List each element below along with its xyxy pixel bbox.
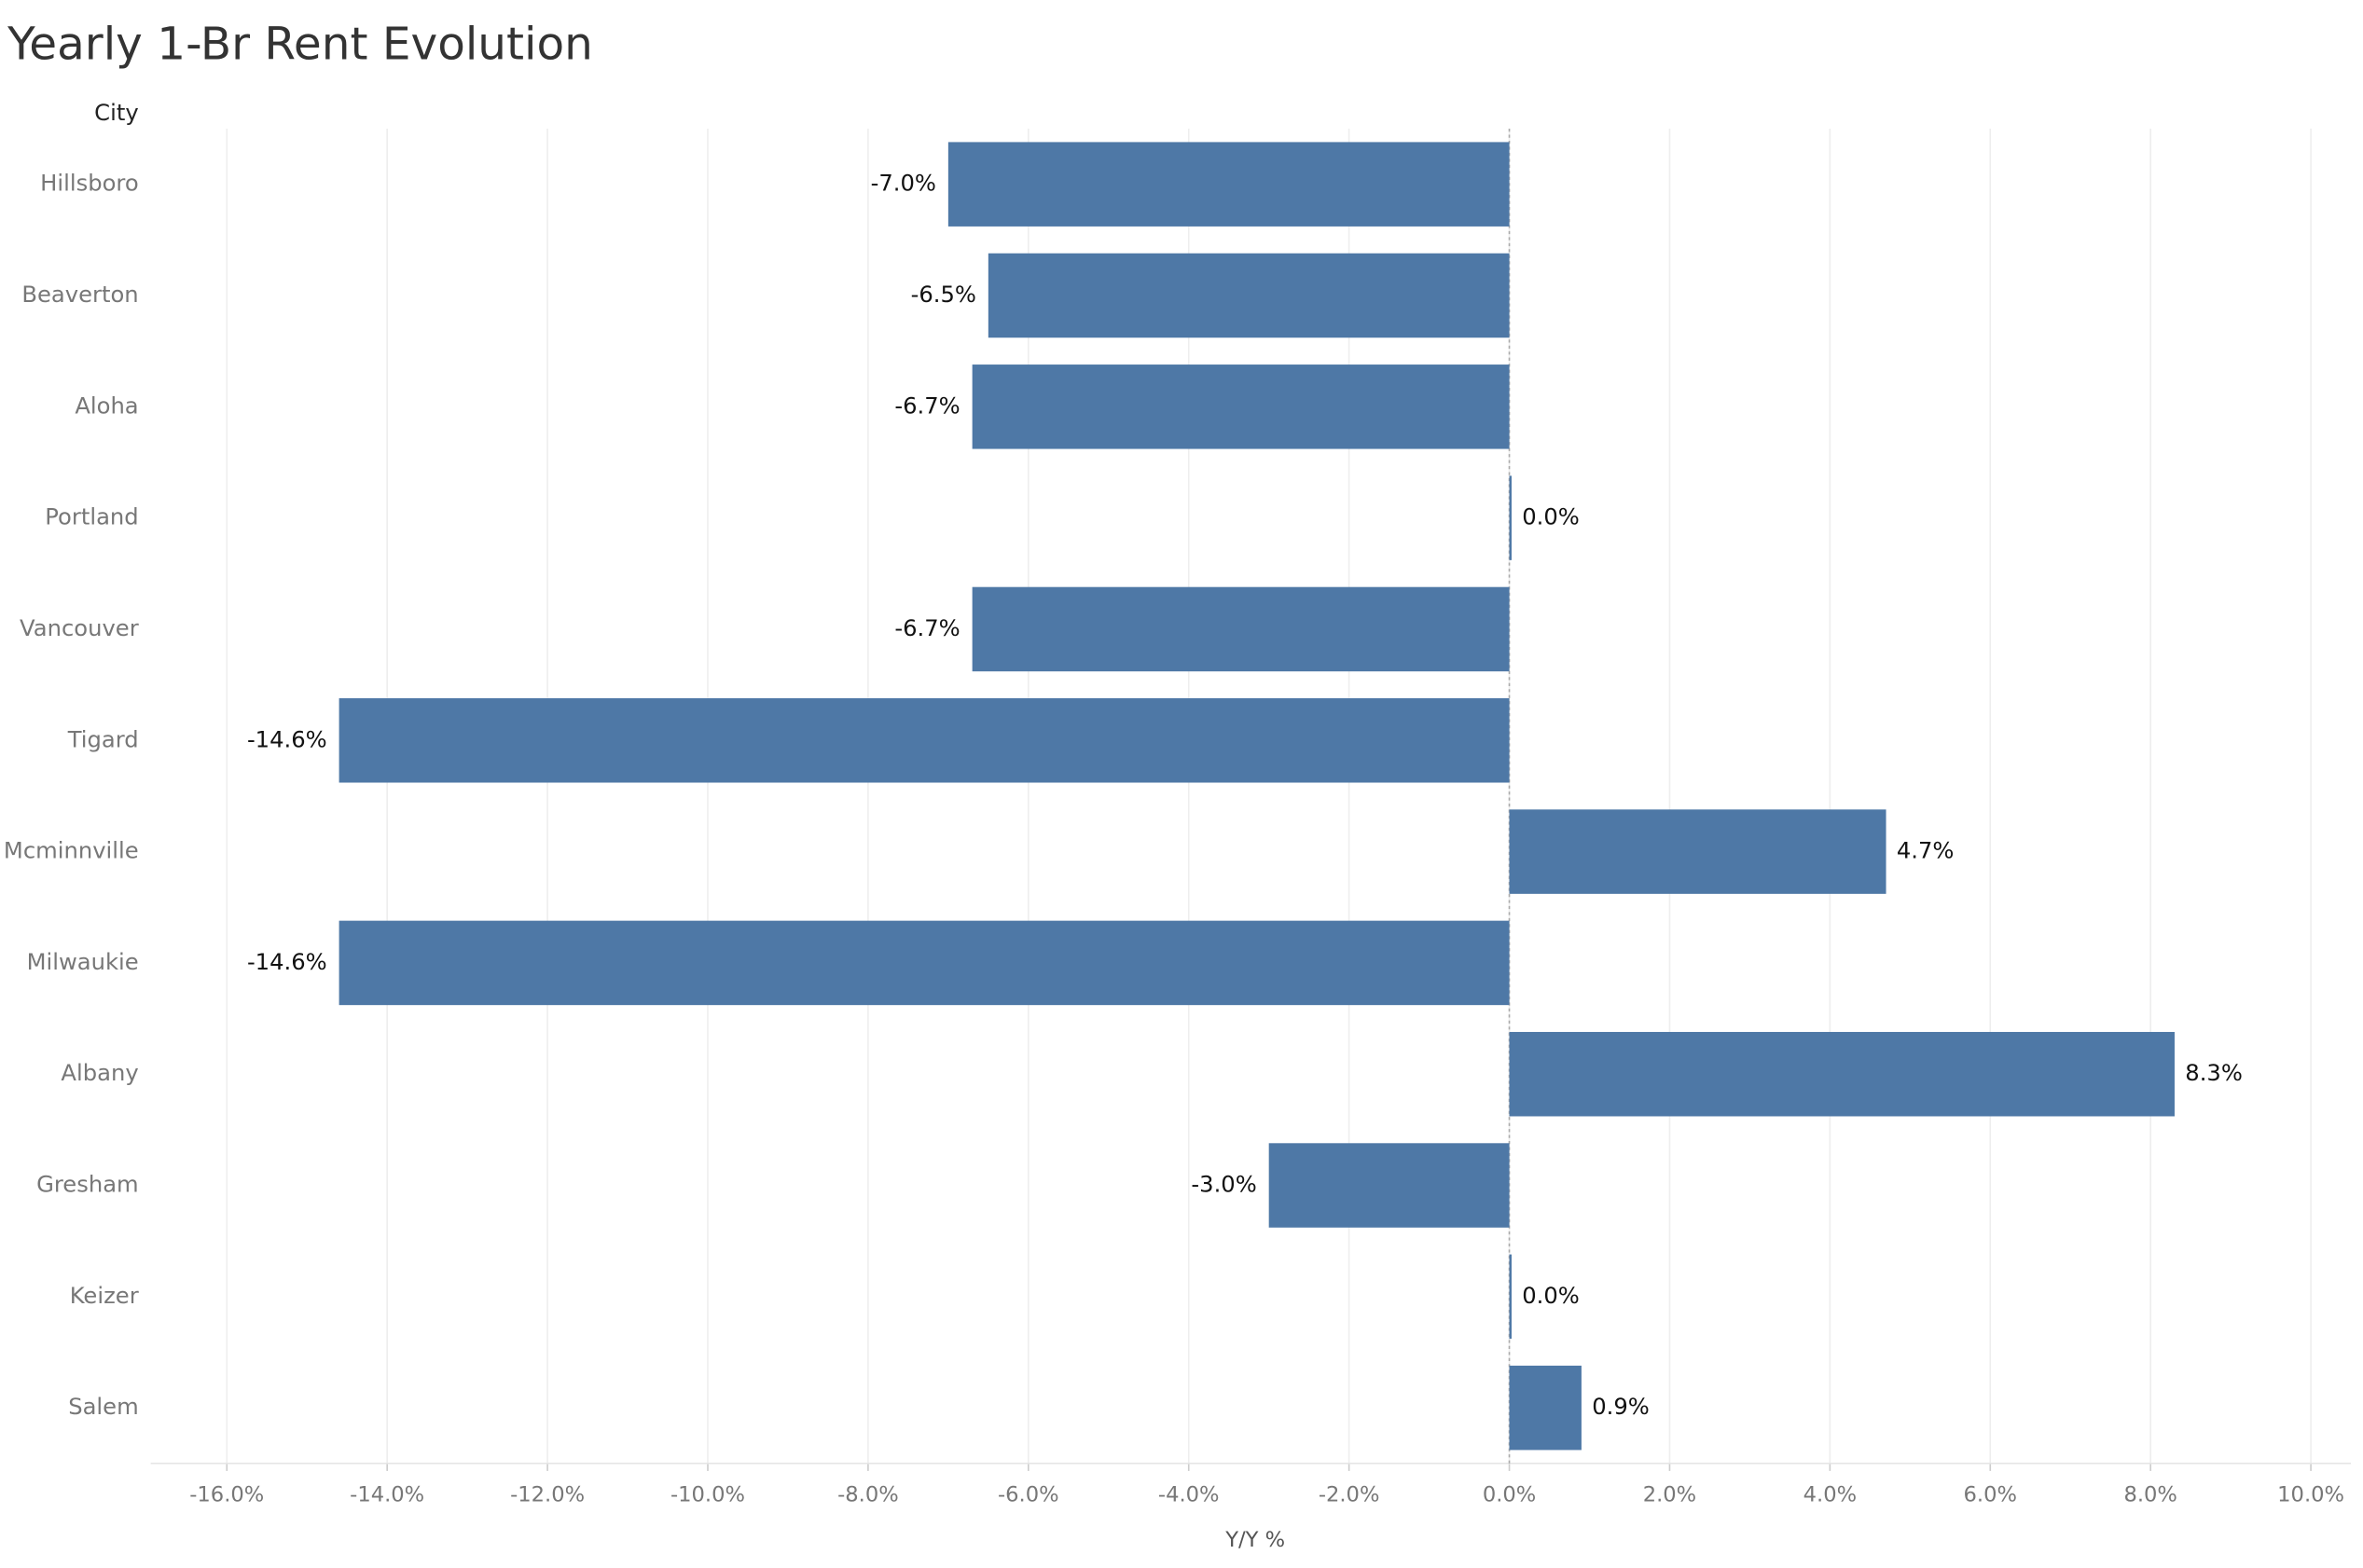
x-tick-label: 2.0% (1643, 1482, 1696, 1506)
y-tick-label: Aloha (75, 392, 138, 419)
value-label: 8.3% (2185, 1059, 2243, 1086)
bar (339, 920, 1510, 1006)
bar (972, 364, 1510, 449)
value-label: 0.9% (1592, 1393, 1650, 1420)
value-label: 0.0% (1522, 503, 1580, 530)
x-tick-label: 0.0% (1483, 1482, 1536, 1506)
value-label: -6.5% (911, 281, 976, 308)
y-tick-label: Mcminnville (4, 837, 139, 864)
bar (1509, 1254, 1512, 1340)
y-tick-label: Portland (45, 503, 138, 530)
bar (1509, 475, 1512, 560)
y-tick-label: Hillsboro (40, 170, 139, 197)
x-tick-label: 8.0% (2123, 1482, 2176, 1506)
y-tick-label: Beaverton (21, 281, 138, 308)
value-label: -3.0% (1191, 1171, 1256, 1198)
y-tick-label: Albany (61, 1059, 138, 1086)
value-label: -6.7% (894, 614, 960, 641)
bar (1509, 1365, 1582, 1451)
x-tick-label: 4.0% (1803, 1482, 1857, 1506)
bar (1509, 1031, 2175, 1117)
value-label: -7.0% (871, 170, 936, 197)
y-tick-label: Milwaukie (27, 948, 139, 975)
y-tick-label: Gresham (36, 1171, 139, 1198)
y-tick-label: Tigard (67, 725, 139, 752)
y-axis-header: City (94, 99, 139, 126)
y-tick-label: Vancouver (20, 614, 139, 641)
x-axis-title: Y/Y % (1224, 1528, 1285, 1552)
x-tick-label: -8.0% (837, 1482, 899, 1506)
x-tick-label: -2.0% (1319, 1482, 1380, 1506)
bar (1268, 1143, 1510, 1228)
value-label: 0.0% (1522, 1282, 1580, 1309)
value-label: -14.6% (247, 725, 327, 752)
x-tick-label: -10.0% (670, 1482, 745, 1506)
value-label: -6.7% (894, 392, 960, 419)
x-tick-label: -16.0% (189, 1482, 264, 1506)
bar (339, 698, 1510, 783)
x-tick-label: 6.0% (1964, 1482, 2017, 1506)
value-label: -14.6% (247, 948, 327, 975)
x-tick-label: -4.0% (1158, 1482, 1220, 1506)
bar (1509, 809, 1886, 894)
bar (972, 586, 1510, 672)
x-tick-label: 10.0% (2277, 1482, 2344, 1506)
x-tick-label: -12.0% (510, 1482, 585, 1506)
y-tick-label: Salem (68, 1393, 138, 1420)
chart-title: Yearly 1-Br Rent Evolution (7, 19, 593, 71)
value-label: 4.7% (1897, 837, 1955, 864)
x-tick-label: -14.0% (350, 1482, 424, 1506)
x-tick-label: -6.0% (998, 1482, 1059, 1506)
bar (947, 142, 1510, 227)
bar (988, 253, 1510, 338)
y-tick-label: Keizer (70, 1282, 139, 1309)
